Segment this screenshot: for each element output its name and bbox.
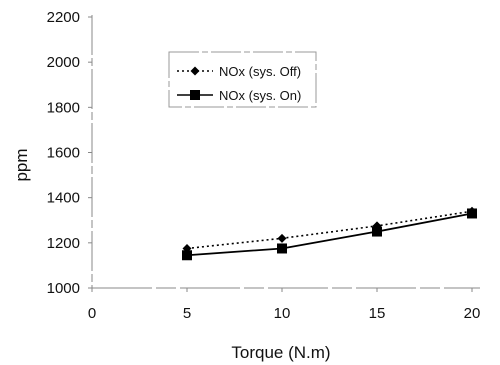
series-nox-sys-on (182, 208, 477, 261)
legend-item: NOx (sys. On) (177, 88, 301, 103)
data-point (372, 226, 382, 237)
series-nox-sys-off (182, 206, 477, 253)
x-tick-label: 0 (88, 305, 96, 322)
legend: NOx (sys. Off) NOx (sys. On) (168, 51, 317, 108)
series-layer (182, 206, 477, 261)
y-tick-label: 1400 (47, 190, 80, 207)
legend-entries: NOx (sys. Off) NOx (sys. On) (177, 64, 301, 103)
x-tick-label: 15 (369, 305, 386, 322)
data-point (182, 250, 192, 261)
x-axis-title: Torque (N.m) (231, 343, 330, 362)
x-tick-group: 0 5 10 15 20 (88, 288, 481, 322)
y-tick-label: 1600 (47, 145, 80, 162)
y-tick-label: 2200 (47, 9, 80, 26)
legend-label: NOx (sys. Off) (219, 64, 301, 79)
data-point (277, 243, 287, 254)
y-tick-label: 1000 (47, 280, 80, 297)
data-point (467, 208, 477, 219)
legend-item: NOx (sys. Off) (177, 64, 301, 79)
y-tick-label: 2000 (47, 54, 80, 71)
legend-label: NOx (sys. On) (219, 88, 301, 103)
x-tick-label: 20 (464, 305, 481, 322)
y-axis-title: ppm (12, 148, 31, 181)
series-line (186, 212, 473, 257)
legend-marker (190, 90, 200, 100)
y-tick-group: 1000 1200 1400 1600 1800 2000 2200 (47, 9, 92, 297)
legend-box (168, 51, 317, 108)
y-tick-label: 1200 (47, 235, 80, 252)
x-tick-label: 5 (183, 305, 191, 322)
x-tick-label: 10 (274, 305, 291, 322)
data-point (277, 233, 287, 243)
series-line (186, 210, 473, 250)
y-tick-label: 1800 (47, 99, 80, 116)
legend-marker (190, 66, 200, 76)
